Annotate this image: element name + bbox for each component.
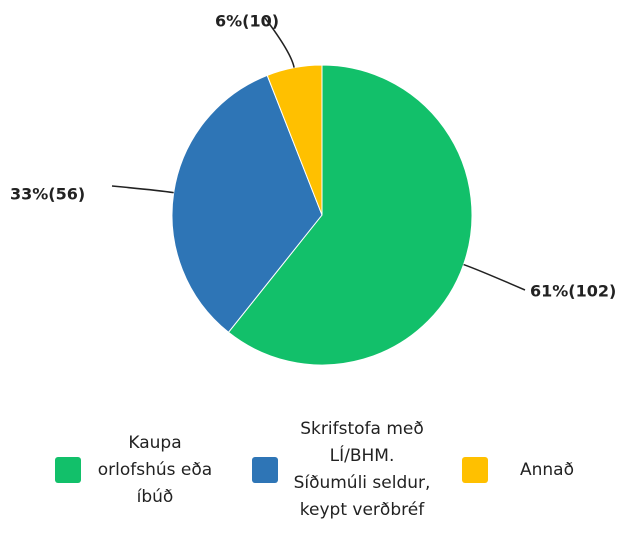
legend: Kaupa orlofshús eða íbúð Skrifstofa með L… <box>0 400 633 560</box>
data-label: 6%(10) <box>215 12 279 31</box>
legend-item: Kaupa orlofshús eða íbúð <box>55 400 215 540</box>
leader-line <box>111 185 174 194</box>
data-label: 61%(102) <box>530 282 616 301</box>
legend-label: Skrifstofa með LÍ/BHM. Síðumúli seldur, … <box>293 419 431 520</box>
legend-label: Kaupa orlofshús eða íbúð <box>97 432 213 507</box>
pie-slice <box>227 64 473 366</box>
legend-swatch <box>55 457 81 483</box>
leader-line <box>463 263 526 291</box>
legend-swatch <box>252 457 278 483</box>
legend-item: Annað <box>462 400 592 540</box>
legend-label: Annað <box>520 459 574 480</box>
leader-line <box>264 17 295 68</box>
legend-swatch <box>462 457 488 483</box>
pie-slice <box>171 74 323 333</box>
chart: 61%(102) 33%(56) 6%(10) <box>10 12 616 366</box>
legend-item: Skrifstofa með LÍ/BHM. Síðumúli seldur, … <box>252 400 432 540</box>
pie-slice <box>266 64 323 216</box>
data-label: 33%(56) <box>10 185 85 204</box>
